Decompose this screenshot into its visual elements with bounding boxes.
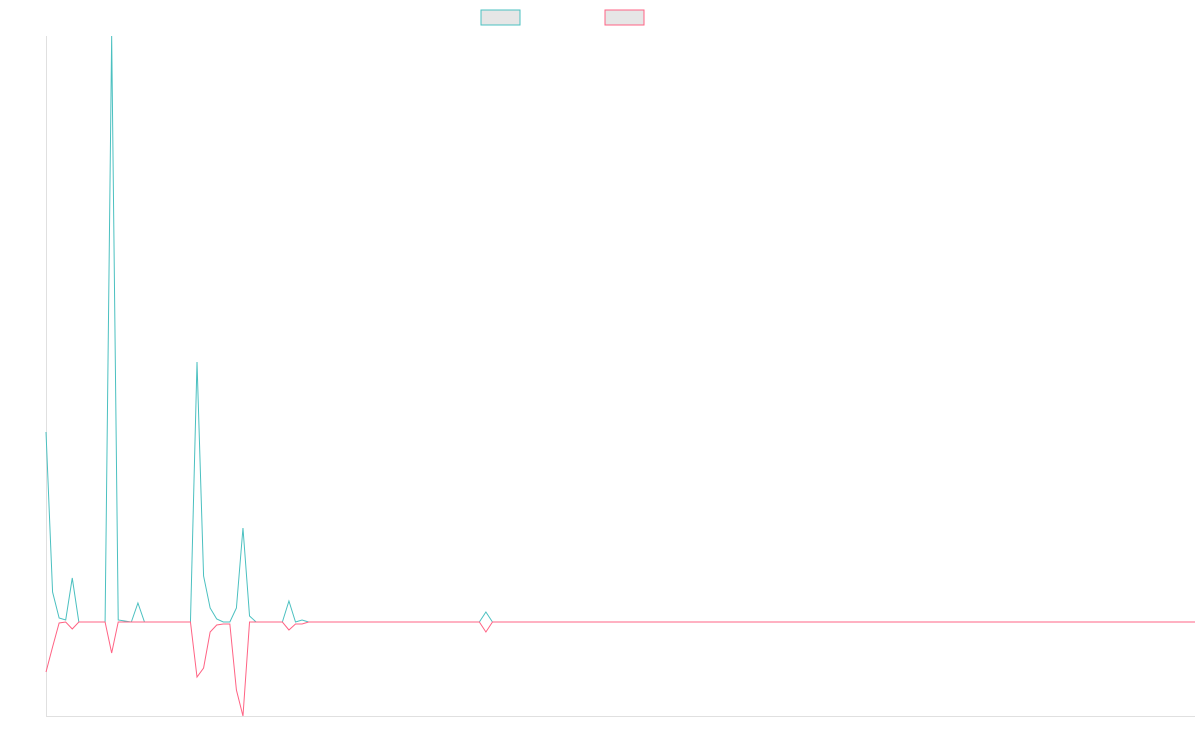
line-series — [45, 35, 1195, 623]
legend-swatch — [604, 9, 645, 26]
line-series — [45, 621, 1195, 717]
legend-swatch — [480, 9, 521, 26]
